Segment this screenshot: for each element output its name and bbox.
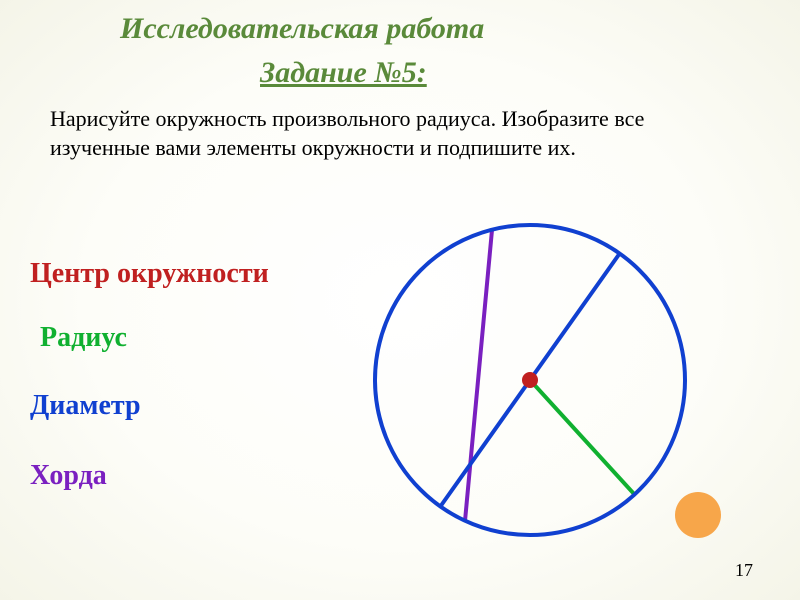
task-description: Нарисуйте окружность произвольного радиу… (50, 105, 730, 162)
research-title: Исследовательская работа (120, 12, 484, 46)
circle-diagram (330, 200, 730, 580)
corner-decoration-dot (675, 492, 721, 538)
label-chord: Хорда (30, 460, 107, 492)
center-dot (522, 372, 538, 388)
page-number: 17 (735, 560, 753, 581)
chord-line (465, 230, 492, 521)
label-diameter: Диаметр (30, 390, 141, 422)
label-center: Центр окружности (30, 258, 269, 290)
label-radius: Радиус (40, 322, 127, 354)
task-number-title: Задание №5: (260, 56, 427, 90)
radius-line (530, 380, 635, 495)
slide: Исследовательская работа Задание №5: Нар… (0, 0, 800, 600)
